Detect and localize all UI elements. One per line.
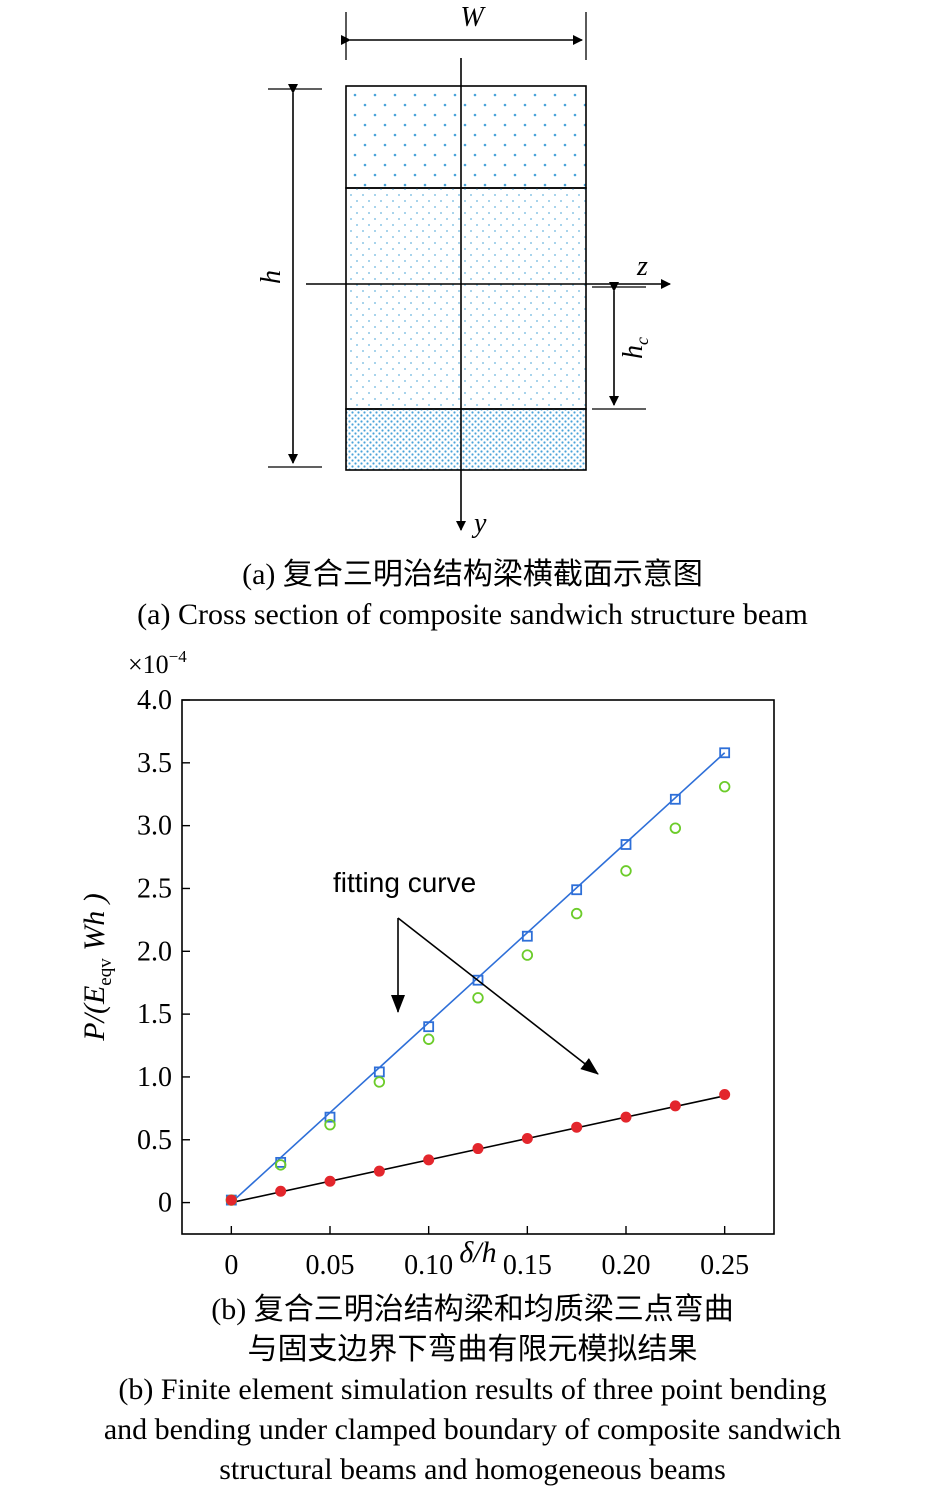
data-point-square [373,1066,385,1078]
data-point-filled-circle [472,1143,484,1155]
data-point-filled-circle [373,1165,385,1177]
width-label: W [460,2,486,33]
data-point-open-circle [274,1159,287,1171]
data-point-filled-circle [521,1133,533,1145]
z-axis-label: z [636,251,648,282]
x-ticks: 0 0.05 0.10 0.15 0.20 0.25 [224,1226,749,1280]
x-tick-label: 0.15 [503,1250,552,1280]
y-tick-label: 3.0 [137,811,172,842]
core-height-label: hc [618,337,652,359]
data-point-square [423,1021,435,1033]
y-tick-label: 1.5 [137,999,172,1030]
bottom-face-layer [345,408,587,471]
y-tick-label: 3.5 [137,748,172,779]
y-tick-label: 0 [158,1188,172,1219]
height-label: h [256,270,287,284]
x-tick-label: 0 [224,1250,238,1280]
y-axis-title: P/(Eeqv Wh ) [78,893,116,1041]
fitting-curve-annotation: fitting curve [333,867,476,898]
data-point-open-circle [669,822,682,834]
caption-b-english-line2: and bending under clamped boundary of co… [103,1413,842,1446]
data-point-filled-circle [571,1121,583,1133]
y-tick-label: 4.0 [137,685,172,716]
caption-b-english-line3: structural beams and homogeneous beams [219,1453,726,1486]
data-point-square [719,747,731,759]
data-points [225,747,731,1206]
data-point-open-circle [570,907,583,920]
data-point-filled-circle [275,1185,287,1197]
annotation-arrow-to-black-fit [397,917,599,1075]
caption-a-english: (a) Cross section of composite sandwich … [137,598,808,631]
data-point-open-circle [521,949,534,961]
data-point-square [324,1111,336,1123]
x-axis-title: δ/h [459,1236,496,1269]
data-point-open-circle [422,1033,435,1045]
data-point-filled-circle [324,1175,336,1187]
core-layer [345,187,587,410]
fit-lines [230,752,726,1204]
caption-b-chinese-line1: (b) 复合三明治结构梁和均质梁三点弯曲 [211,1293,734,1326]
top-face-layer [345,85,587,189]
fit-line [230,752,726,1204]
data-point-open-circle [620,865,632,877]
data-point-square [669,793,681,805]
caption-b-english-line1: (b) Finite element simulation results of… [118,1373,827,1406]
data-point-filled-circle [225,1194,237,1206]
y-tick-label: 2.0 [137,936,172,967]
caption-a-chinese: (a) 复合三明治结构梁横截面示意图 [242,558,703,591]
data-point-open-circle [718,780,731,793]
data-point-open-circle [373,1076,386,1088]
data-point-filled-circle [719,1089,731,1101]
y-tick-label: 0.5 [137,1125,172,1156]
plot-frame [181,699,775,1235]
data-point-open-circle [472,992,484,1004]
x-tick-label: 0.25 [700,1250,749,1280]
data-point-open-circle [324,1118,336,1131]
data-point-filled-circle [423,1154,435,1166]
y-multiplier: ×10−4 [128,647,187,679]
data-point-square [521,930,533,942]
data-point-square [472,974,484,986]
data-point-square [571,884,583,896]
load-displacement-chart: 0 0.05 0.10 0.15 0.20 0.25 0 0.5 1.0 1.5 2.0 2.5 3.… [78,647,775,1280]
y-tick-label: 2.5 [137,873,172,904]
data-point-filled-circle [620,1111,632,1123]
y-axis-label: y [471,508,487,539]
y-ticks: 0 0.5 1.0 1.5 2.0 2.5 3.0 3.5 4.0 [137,685,190,1219]
x-tick-label: 0.05 [306,1250,355,1280]
data-point-square [620,839,632,850]
y-tick-label: 1.0 [137,1062,172,1093]
x-tick-label: 0.20 [602,1250,651,1280]
x-tick-label: 0.10 [404,1250,453,1280]
caption-b-chinese-line2: 与固支边界下弯曲有限元模拟结果 [247,1333,698,1366]
data-point-filled-circle [669,1100,681,1112]
cross-section-diagram: W h hc z y [256,2,671,539]
